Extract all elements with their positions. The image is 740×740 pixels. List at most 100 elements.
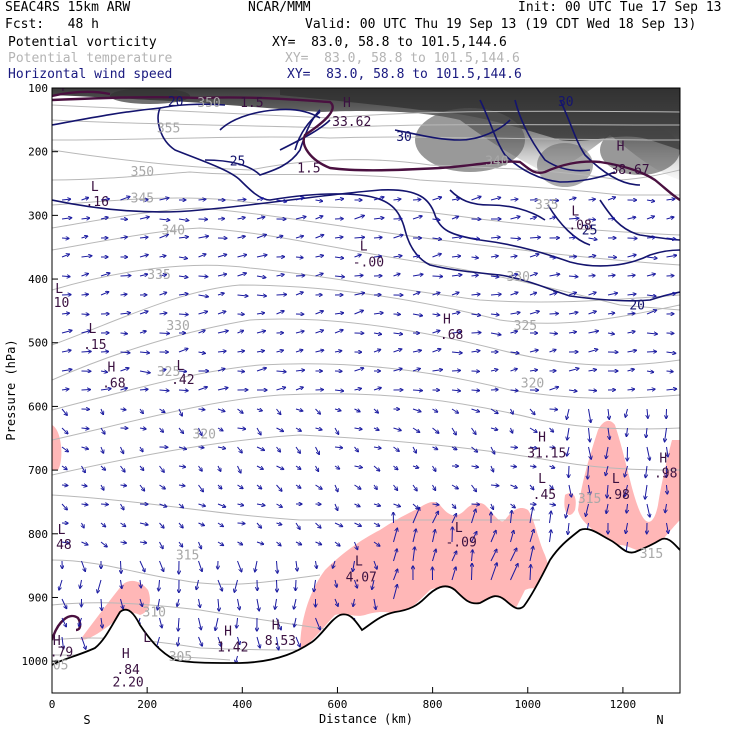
wind-vector — [237, 371, 245, 372]
wind-vector — [373, 465, 379, 471]
wind-vector — [568, 332, 576, 333]
extremum-label: L — [538, 472, 546, 487]
wind-vector — [217, 388, 227, 391]
wind-vector — [665, 427, 667, 441]
wind-vector — [412, 466, 418, 468]
extremum-label: 2.20 — [112, 676, 143, 691]
wind-vector — [373, 256, 381, 257]
wind-vector — [295, 197, 303, 201]
wind-vector — [101, 408, 103, 414]
wind-vector — [276, 541, 281, 545]
wind-vector — [373, 237, 382, 238]
wind-vector — [666, 255, 677, 257]
extremum-label: -.00 — [353, 255, 384, 270]
wind-vector — [178, 466, 185, 467]
theta-label: 345 — [131, 192, 154, 207]
x-axis-ticks: 0 200 400 600 800 1000 1200 — [49, 687, 636, 711]
wind-vector — [159, 219, 170, 220]
wind-vector — [373, 333, 381, 334]
wind-vector — [490, 563, 497, 581]
wind-vector — [100, 217, 108, 219]
extremum-label: L — [55, 282, 63, 297]
wind-vector — [510, 531, 514, 543]
wind-vector — [276, 465, 284, 469]
wind-vector — [198, 504, 205, 506]
wind-vector — [432, 550, 436, 562]
wind-vector — [549, 333, 557, 334]
wind-vector — [334, 466, 339, 469]
wind-vector — [276, 636, 279, 649]
wind-vector — [607, 218, 614, 219]
wind-vector — [586, 503, 589, 516]
wind-vector — [198, 636, 203, 646]
wind-vector — [471, 427, 476, 434]
wind-vector — [549, 217, 556, 219]
wind-vector — [412, 369, 420, 371]
wind-vector — [276, 275, 284, 276]
wind-vector — [568, 390, 577, 391]
wind-vector — [588, 408, 591, 422]
wind-vector — [81, 198, 89, 200]
extremum-label: H — [343, 96, 351, 111]
wind-vector — [451, 199, 459, 200]
pv-label: 1.5 — [297, 162, 320, 177]
terrain — [52, 528, 680, 693]
y-tick-label: 800 — [28, 528, 48, 541]
wind-vector — [393, 333, 403, 334]
wind-vector — [393, 369, 402, 372]
wind-vector — [490, 408, 498, 413]
wind-vector — [393, 428, 401, 430]
wind-vector — [295, 484, 300, 488]
wind-vector — [588, 349, 598, 353]
wind-vector — [61, 542, 69, 543]
wind-vector — [510, 484, 517, 488]
extremum-label: .42 — [171, 373, 194, 388]
wind-vector — [568, 484, 571, 497]
pv-label: 4 — [58, 80, 66, 95]
wind-vector — [510, 292, 518, 296]
wind-vector — [646, 465, 647, 477]
wind-speed-label: 25 — [230, 155, 246, 170]
wind-vector — [198, 312, 208, 315]
wind-vector — [432, 504, 439, 505]
theta-label: 320 — [521, 376, 544, 391]
wind-vector — [373, 313, 383, 314]
wind-vector — [277, 560, 278, 573]
wind-vector — [237, 560, 242, 571]
wind-vector — [276, 408, 281, 414]
extremum-label: H — [538, 430, 546, 445]
y-tick-label: 100 — [28, 82, 48, 95]
wind-vector — [393, 349, 402, 353]
wind-vector — [451, 427, 456, 435]
extremum-label: 1.42 — [217, 641, 248, 656]
pink-shading — [52, 420, 680, 650]
wind-vector — [510, 238, 521, 239]
wind-vector — [627, 275, 635, 276]
wind-vector — [549, 257, 556, 258]
wind-vector — [61, 446, 68, 452]
extremum-label: L — [571, 204, 579, 219]
wind-vector — [667, 484, 668, 494]
wind-vector — [218, 598, 219, 611]
wind-vector — [393, 465, 398, 469]
wind-vector — [627, 313, 635, 314]
wind-vector — [139, 560, 145, 571]
wind-vector — [217, 447, 225, 448]
wind-vector — [256, 522, 261, 528]
wind-vector — [120, 446, 124, 453]
wind-vector — [61, 313, 69, 314]
wind-vector — [510, 331, 517, 333]
wind-vector — [139, 465, 143, 470]
wind-vector — [237, 465, 241, 473]
theta-label: 340 — [162, 223, 185, 238]
extremum-label: .68 — [102, 376, 125, 391]
wind-vector — [81, 541, 88, 545]
wind-vector — [61, 503, 67, 510]
wind-vector — [373, 447, 381, 448]
wind-vector — [432, 276, 443, 277]
wind-vector — [608, 408, 609, 419]
wind-vector — [567, 427, 569, 440]
wind-vector — [373, 560, 377, 569]
wind-vector — [178, 276, 187, 277]
wind-vector — [61, 331, 71, 334]
